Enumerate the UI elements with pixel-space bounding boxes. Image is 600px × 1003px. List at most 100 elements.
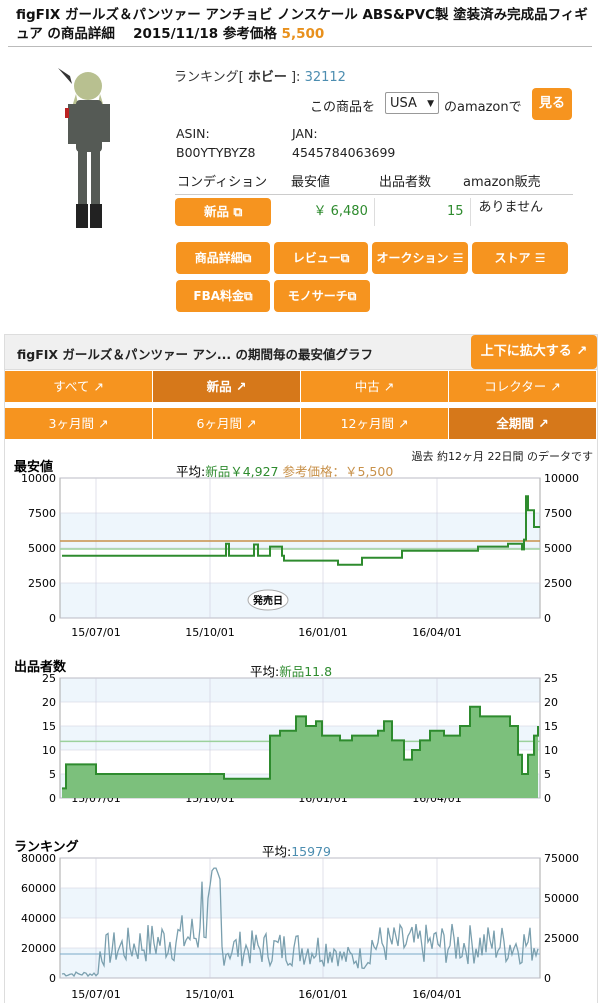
data-period-note: 過去 約12ヶ月 22日間 のデータです (411, 450, 593, 463)
external-link-icon: ⧉ (242, 251, 252, 265)
plot-band (60, 918, 540, 948)
expand-button[interactable]: 上下に拡大する ↗ (471, 335, 597, 369)
see-button[interactable]: 見る (532, 88, 572, 120)
tab-all[interactable]: すべて ↗ (5, 371, 153, 402)
header-amazon: amazon販売 (463, 175, 541, 190)
chart-header-title: figFIX ガールズ＆パンツァー アン... の期間毎の最安値グラフ (17, 347, 373, 362)
y-tick-label: 25 (42, 672, 56, 685)
store-button[interactable]: ストア ☰ (472, 242, 568, 274)
ranking-series-line (61, 867, 539, 978)
y2-tick-label: 50000 (544, 892, 579, 905)
amazon-row: この商品を USA ▼ のamazonで 見る (310, 88, 572, 124)
chart-title: ランキング (14, 839, 79, 855)
chart-average: 平均:新品￥4,927 参考価格：￥5,500 (176, 464, 393, 479)
sellers-line (62, 705, 539, 790)
ranking-category: ホビー (247, 70, 287, 85)
period-tabs: 3ヶ月間 ↗ 6ヶ月間 ↗ 12ヶ月間 ↗ 全期間 ↗ (5, 408, 597, 440)
x-tick-label: 15/07/01 (71, 626, 120, 639)
plot-band (60, 888, 540, 918)
plot-band (60, 858, 540, 888)
asin: B00YTYBYZ8 (176, 145, 256, 160)
y2-tick-label: 75000 (544, 852, 579, 865)
plot-band (60, 478, 540, 513)
y2-tick-label: 2500 (544, 577, 572, 590)
y-tick-label: 60000 (21, 882, 56, 895)
chart-icon: ↗ (576, 344, 588, 359)
ranking-value: 32112 (304, 70, 346, 85)
y-tick-label: 15 (42, 720, 56, 733)
y2-tick-label: 5000 (544, 542, 572, 555)
y2-tick-label: 0 (544, 792, 551, 805)
y-tick-label: 0 (49, 792, 56, 805)
y-tick-label: 5 (49, 768, 56, 781)
y2-tick-label: 10000 (544, 472, 579, 485)
external-link-icon: ⧉ (244, 289, 253, 303)
external-link-icon: ⧉ (340, 251, 350, 265)
chart-header: figFIX ガールズ＆パンツァー アン... の期間毎の最安値グラフ 上下に拡… (5, 335, 597, 370)
chevron-down-icon: ▼ (427, 99, 434, 109)
x-tick-label: 16/01/01 (298, 988, 347, 1001)
tab-6months[interactable]: 6ヶ月間 ↗ (153, 408, 301, 439)
y-tick-label: 10 (42, 744, 56, 757)
plot-band (60, 548, 540, 583)
y-tick-label: 40000 (21, 912, 56, 925)
external-link-icon: ⧉ (233, 204, 243, 219)
amazon-sale: ありません (478, 200, 544, 215)
new-condition-button[interactable]: 新品 ⧉ (175, 198, 272, 226)
product-image[interactable] (52, 64, 126, 232)
y-tick-label: 0 (49, 972, 56, 985)
tab-new[interactable]: 新品 ↗ (153, 371, 301, 402)
x-tick-label: 16/01/01 (298, 626, 347, 639)
plot-band (60, 583, 540, 618)
country-select[interactable]: USA ▼ (385, 92, 439, 114)
header-condition: コンディション (177, 175, 268, 190)
chart-average: 平均:新品11.8 (250, 664, 332, 679)
tab-12months[interactable]: 12ヶ月間 ↗ (301, 408, 449, 439)
sellers-area (62, 706, 538, 798)
seller-count: 15 (375, 198, 471, 226)
header-sellers: 出品者数 (379, 175, 432, 190)
amazon-suffix: のamazonで (444, 100, 522, 115)
product-detail-button[interactable]: 商品詳細⧉ (176, 242, 270, 274)
y2-tick-label: 0 (544, 972, 551, 985)
y-tick-label: 0 (49, 612, 56, 625)
release-annotation-bubble (247, 589, 289, 611)
ranking: ランキング[ ホビー ]: 32112 (174, 70, 346, 85)
auction-button[interactable]: オークション ☰ (372, 242, 468, 274)
y-tick-label: 2500 (28, 577, 56, 590)
x-tick-label: 16/04/01 (412, 626, 461, 639)
header-lowest: 最安値 (291, 175, 331, 190)
product-title: figFIX ガールズ＆パンツァー アンチョビ ノンスケール ABS&PVC製 … (16, 7, 588, 42)
tab-3months[interactable]: 3ヶ月間 ↗ (5, 408, 153, 439)
chart-title: 出品者数 (14, 659, 67, 675)
x-tick-label: 15/10/01 (185, 626, 234, 639)
jan: 4545784063699 (292, 145, 396, 160)
y2-tick-label: 5 (544, 768, 551, 781)
y2-tick-label: 25000 (544, 932, 579, 945)
fba-fee-button[interactable]: FBA料金⧉ (176, 280, 270, 312)
chart-average: 平均:15979 (262, 844, 331, 859)
monosearch-button[interactable]: モノサーチ⧉ (274, 280, 370, 312)
plot-band (60, 678, 540, 702)
y2-tick-label: 20 (544, 696, 558, 709)
amazon-prefix: この商品を (310, 100, 376, 115)
release-annotation: 発売日 (252, 594, 283, 607)
tab-used[interactable]: 中古 ↗ (301, 371, 449, 402)
external-link-icon: ⧉ (347, 289, 357, 303)
lowest-price: ￥ 6,480 (273, 198, 375, 226)
y-tick-label: 20000 (21, 942, 56, 955)
y2-tick-label: 10 (544, 744, 558, 757)
tab-collector[interactable]: コレクター ↗ (449, 371, 597, 402)
reference-price: 5,500 (281, 26, 325, 42)
tab-all-period[interactable]: 全期間 ↗ (449, 408, 597, 439)
y-tick-label: 5000 (28, 542, 56, 555)
y2-tick-label: 15 (544, 720, 558, 733)
x-tick-label: 15/10/01 (185, 988, 234, 1001)
y-tick-label: 20 (42, 696, 56, 709)
x-tick-label: 16/04/01 (412, 988, 461, 1001)
review-button[interactable]: レビュー⧉ (274, 242, 368, 274)
y-tick-label: 7500 (28, 507, 56, 520)
y-tick-label: 10000 (21, 472, 56, 485)
divider (8, 46, 592, 47)
